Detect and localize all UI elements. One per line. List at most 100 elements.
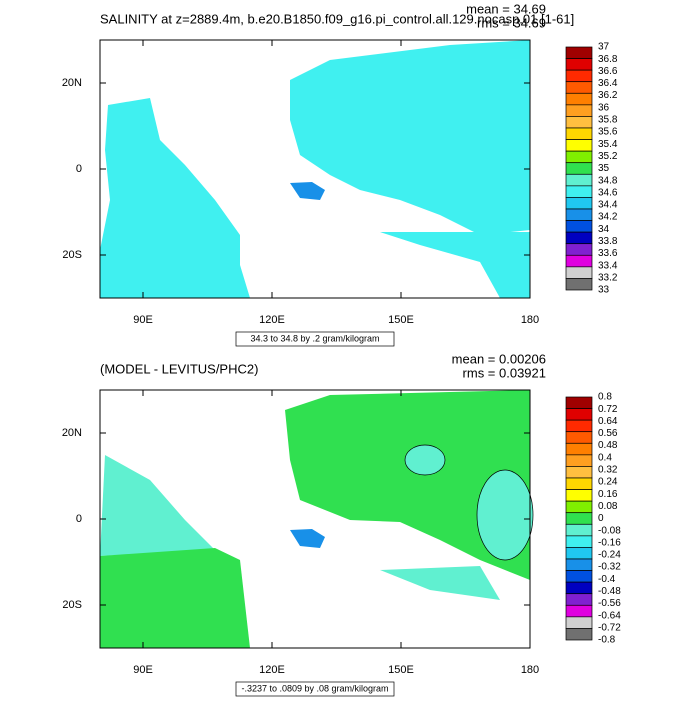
footer-box	[235, 681, 395, 697]
colorbar-label: 0.32	[598, 465, 618, 476]
colorbar-label: 35.8	[598, 115, 618, 126]
colorbar-box	[565, 208, 593, 221]
region	[285, 390, 530, 580]
x-tick-label: 180	[521, 314, 539, 326]
x-tick-label: 120E	[259, 664, 285, 676]
x-tick-label: 90E	[133, 314, 153, 326]
colorbar-box	[565, 442, 593, 456]
colorbar-label: 0.64	[598, 416, 618, 427]
colorbar-box	[565, 454, 593, 467]
colorbar-label: 36.2	[598, 90, 618, 101]
colorbar-box	[565, 547, 593, 560]
colorbar-box	[565, 173, 593, 187]
colorbar-box	[565, 150, 593, 164]
colorbar-box	[565, 431, 593, 444]
colorbar-box	[565, 231, 593, 245]
colorbar-label: 0.4	[598, 452, 612, 463]
colorbar-label: 34.6	[598, 187, 618, 198]
colorbar-box	[565, 616, 593, 629]
x-tick-label: 150E	[388, 314, 414, 326]
colorbar-label: 0.56	[598, 428, 618, 439]
colorbar-label: 36.4	[598, 78, 618, 89]
colorbar-label: 33.8	[598, 236, 618, 247]
colorbar-box	[565, 116, 593, 129]
y-tick-label: 0	[76, 163, 82, 175]
region	[404, 444, 446, 476]
colorbar-box	[565, 220, 593, 233]
colorbar-label: 37	[598, 42, 610, 53]
region	[380, 566, 500, 600]
colorbar-label: -0.08	[598, 525, 621, 536]
panel-2-fills	[100, 390, 534, 648]
colorbar-box	[565, 477, 593, 490]
colorbar-label: -0.32	[598, 562, 621, 573]
colorbar-label: 0.48	[598, 440, 618, 451]
region	[290, 182, 325, 200]
colorbar-box	[565, 466, 593, 479]
colorbar-box	[565, 69, 593, 83]
mean-label: mean = 34.69	[466, 1, 546, 16]
colorbar-label: -0.4	[598, 574, 616, 585]
colorbar-label: 36.8	[598, 54, 618, 65]
colorbar-label: -0.48	[598, 586, 621, 597]
mean-label: mean = 0.00206	[452, 351, 546, 366]
colorbar-box	[565, 489, 593, 502]
footer: -.3237 to .0809 by .08 gram/kilogram	[241, 683, 388, 693]
region	[290, 40, 530, 235]
chart-title: SALINITY at z=2889.4m, b.e20.B1850.f09_g…	[100, 11, 574, 26]
colorbar-box	[565, 581, 593, 595]
colorbar-box	[565, 535, 593, 548]
region	[380, 232, 530, 298]
colorbar-box	[565, 558, 593, 571]
colorbar-label: 36.6	[598, 66, 618, 77]
colorbar-box	[565, 570, 593, 583]
colorbar-box	[565, 419, 593, 433]
colorbar-label: -0.56	[598, 598, 621, 609]
colorbar-box	[565, 139, 593, 152]
colorbar-box	[565, 243, 593, 256]
region	[290, 529, 325, 548]
colorbar-label: 0	[598, 513, 604, 524]
colorbar-box	[565, 266, 593, 279]
colorbar-label: 33.4	[598, 260, 618, 271]
colorbar-box	[565, 593, 593, 606]
chart-title: (MODEL - LEVITUS/PHC2)	[100, 361, 258, 376]
y-tick-label: 20S	[62, 249, 82, 261]
x-tick-label: 150E	[388, 664, 414, 676]
panel-1-fills	[100, 40, 530, 298]
colorbar-box	[565, 104, 593, 117]
colorbar-label: 34.4	[598, 200, 618, 211]
colorbar-label: 33.2	[598, 272, 618, 283]
colorbar-label: -0.16	[598, 537, 621, 548]
colorbar-box	[565, 127, 593, 140]
rms-label: rms = 0.03921	[463, 365, 546, 380]
region	[100, 455, 215, 556]
colorbar-label: 34.8	[598, 175, 618, 186]
colorbar-label: 0.16	[598, 489, 618, 500]
colorbar-box	[565, 92, 593, 106]
colorbar-label: 35.2	[598, 151, 618, 162]
colorbar-label: 0.08	[598, 501, 618, 512]
colorbar-label: 35.4	[598, 139, 618, 150]
colorbar-label: 36	[598, 102, 610, 113]
colorbar-box	[565, 81, 593, 94]
colorbar-label: -0.72	[598, 622, 621, 633]
x-tick-label: 120E	[259, 314, 285, 326]
colorbar-box	[565, 628, 593, 641]
colorbar-box	[565, 162, 593, 175]
rms-label: rms = 34.69	[477, 15, 546, 30]
footer-box	[235, 331, 395, 347]
colorbar-box	[565, 604, 593, 618]
colorbar-box	[565, 254, 593, 268]
colorbar-label: 34	[598, 224, 610, 235]
region	[100, 98, 250, 298]
colorbar-label: -0.64	[598, 610, 621, 621]
colorbar-box	[565, 185, 593, 198]
y-tick-label: 20N	[62, 77, 82, 89]
colorbar-box	[565, 408, 593, 421]
colorbar-box	[565, 396, 593, 409]
y-tick-label: 20S	[62, 599, 82, 611]
colorbar-box	[565, 197, 593, 210]
footer: 34.3 to 34.8 by .2 gram/kilogram	[250, 333, 379, 343]
